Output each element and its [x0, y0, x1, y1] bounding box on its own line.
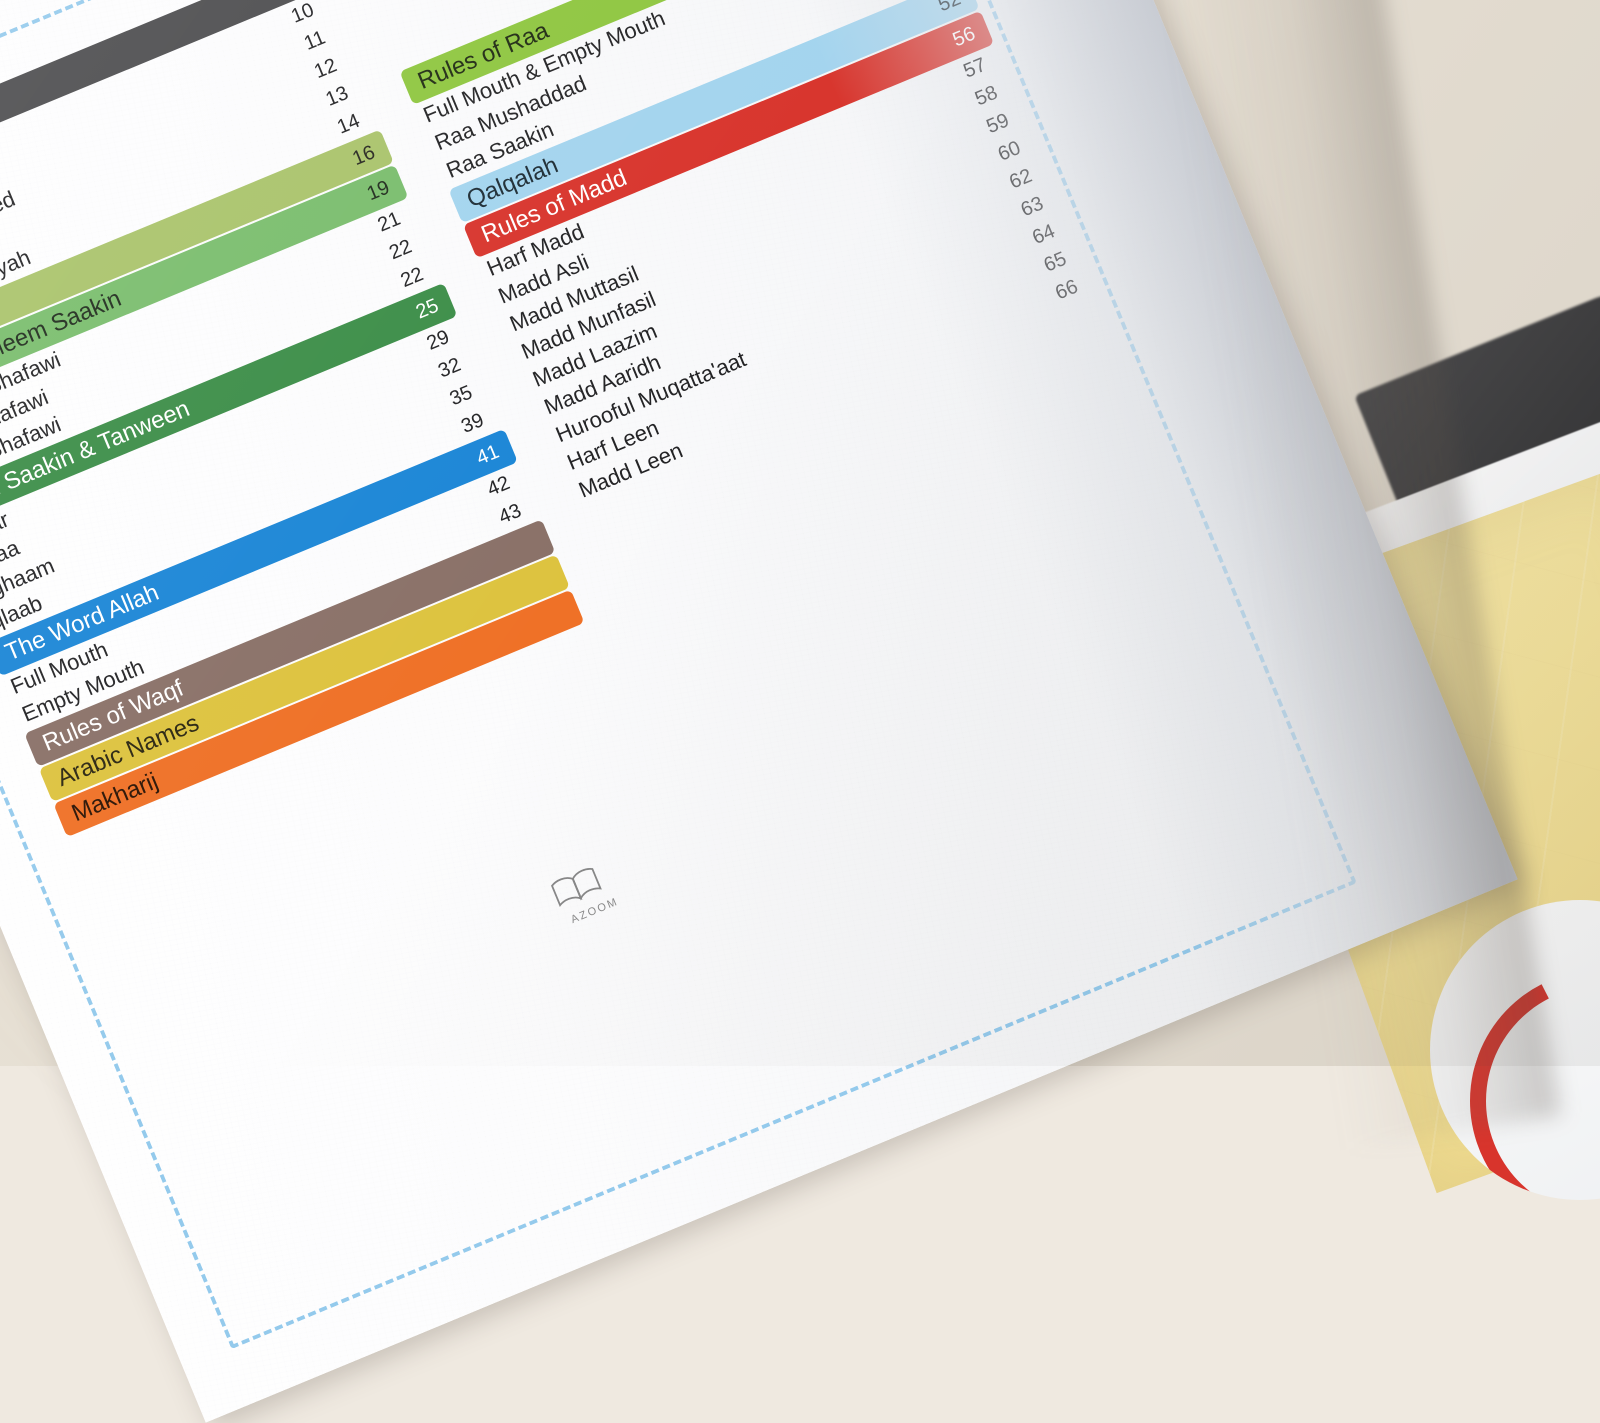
toc-entry-page: 35 [446, 380, 476, 410]
toc-entry-page: 11 [300, 26, 329, 55]
toc-entry-page: 42 [483, 471, 513, 501]
toc-entry-page: 39 [457, 408, 487, 438]
toc-entry-page: 57 [960, 53, 990, 83]
toc-entry-page: 59 [983, 108, 1013, 138]
toc-entry-page: 63 [1017, 191, 1047, 221]
toc-entry-page: 13 [322, 81, 352, 111]
toc-entry-page: 29 [423, 325, 453, 355]
toc-entry-page: 58 [971, 81, 1001, 110]
toc-entry-page: 22 [385, 234, 415, 264]
toc-entry-page: 32 [434, 353, 464, 383]
toc-entry-page: 43 [495, 499, 525, 528]
toc-entry-page: 64 [1029, 219, 1059, 249]
toc-section-page: 25 [412, 294, 442, 324]
toc-entry-page: 21 [374, 207, 404, 237]
toc-entry-page: 60 [994, 136, 1024, 166]
toc-entry-page: 62 [1006, 164, 1036, 194]
toc-section-page: 56 [949, 22, 979, 51]
toc-entry-page: 65 [1040, 247, 1070, 277]
toc-section-page: 19 [363, 175, 393, 205]
toc-entry-page: 22 [397, 262, 427, 292]
toc-entry-page: 12 [310, 53, 340, 83]
table-of-contents: Contents Terminologies9Harakaat10Sukoon/… [0, 0, 1081, 838]
toc-entry-page: 66 [1052, 275, 1081, 304]
toc-entry-page: 14 [333, 109, 363, 139]
toc-section-page: 52 [934, 0, 964, 16]
toc-section-page: 16 [349, 140, 379, 170]
toc-section-page: 41 [473, 440, 503, 470]
